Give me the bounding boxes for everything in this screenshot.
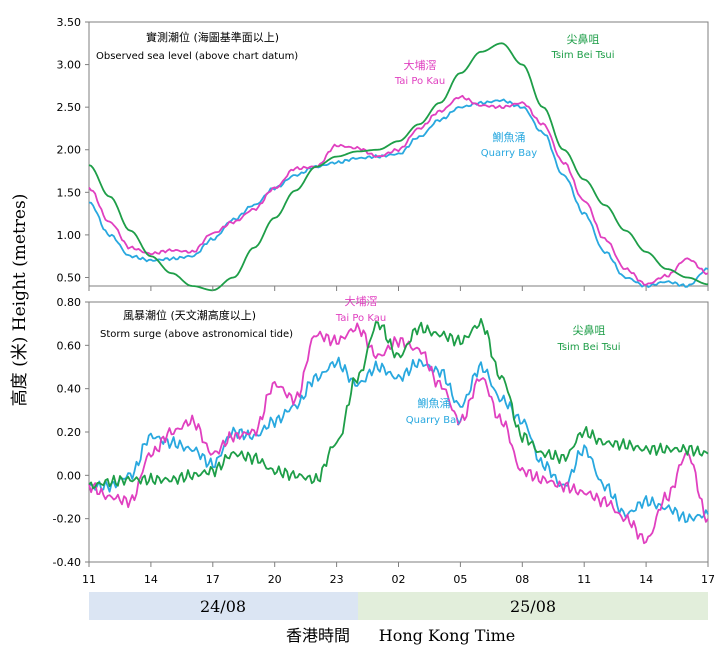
date-band-25-label: 25/08 [510, 597, 556, 616]
y-tick-label: 3.00 [57, 59, 82, 72]
series-line-tai_po_kau-panel0 [88, 94, 709, 286]
bottom-label-tpk-en: Tai Po Kau [335, 313, 386, 324]
bottom-subtitle: Storm surge (above astronomical tide) [100, 329, 293, 340]
date-band-24 [89, 592, 358, 620]
y-tick-label: 2.00 [57, 144, 82, 157]
y-tick-label: 1.50 [57, 186, 82, 199]
x-tick-label: 11 [82, 573, 96, 586]
top-label-tbt-zh: 尖鼻咀 [567, 32, 600, 46]
top-label-tbt-en: Tsim Bei Tsui [550, 50, 614, 61]
y-tick-label: 0.00 [57, 469, 82, 482]
x-tick-label: 23 [330, 573, 344, 586]
x-tick-label: 08 [515, 573, 529, 586]
y-tick-label: 0.40 [57, 383, 82, 396]
x-tick-label: 02 [392, 573, 406, 586]
x-tick-label: 05 [453, 573, 467, 586]
y-tick-label: -0.20 [53, 513, 81, 526]
y-tick-label: 1.00 [57, 229, 82, 242]
bottom-label-tbt-en: Tsim Bei Tsui [556, 342, 620, 353]
panel-frame-1 [88, 301, 709, 563]
y-tick-label: -0.40 [53, 556, 81, 569]
top-subtitle: Observed sea level (above chart datum) [96, 51, 298, 62]
x-tick-label: 11 [577, 573, 591, 586]
y-tick-label: 0.50 [57, 271, 82, 284]
series-line-tai_po_kau-panel1 [88, 322, 709, 545]
x-axis-label-en: Hong Kong Time [379, 626, 515, 645]
top-label-tpk-zh: 大埔滘 [404, 58, 437, 72]
top-title: 實測潮位 (海圖基準面以上) [146, 30, 279, 44]
tick-labels: 3.50 3.00 2.50 2.00 1.50 1.00 0.50 0.80 0.60 0.40… [53, 16, 715, 586]
x-tick-label: 17 [701, 573, 715, 586]
series-line-tsim_bei_tsui-panel0 [88, 42, 709, 292]
bottom-label-tpk-zh: 大埔滘 [345, 294, 378, 308]
bottom-label-tbt-zh: 尖鼻咀 [573, 323, 606, 337]
x-tick-label: 20 [268, 573, 282, 586]
date-band-24-label: 24/08 [200, 597, 246, 616]
bottom-label-qb-zh: 鰂魚涌 [418, 396, 451, 410]
bottom-title: 風暴潮位 (天文潮高度以上) [123, 308, 256, 322]
y-axis-label: 高度 (米) Height (metres) [10, 194, 30, 407]
y-tick-label: 3.50 [57, 16, 82, 29]
top-label-qb-zh: 鰂魚涌 [493, 130, 526, 144]
x-axis-label-zh: 香港時間 [286, 626, 350, 645]
series-lines [88, 42, 709, 545]
panel-frames [88, 21, 709, 563]
x-tick-label: 14 [639, 573, 653, 586]
y-tick-label: 0.60 [57, 339, 82, 352]
x-tick-label: 14 [144, 573, 158, 586]
y-tick-label: 0.80 [57, 296, 82, 309]
top-label-tpk-en: Tai Po Kau [394, 76, 445, 87]
x-tick-label: 17 [206, 573, 220, 586]
top-label-qb-en: Quarry Bay [481, 148, 537, 159]
series-line-quarry_bay-panel0 [88, 98, 709, 288]
y-tick-label: 0.20 [57, 426, 82, 439]
bottom-label-qb-en: Quarry Bay [406, 415, 462, 426]
date-band-25 [358, 592, 708, 620]
series-line-tsim_bei_tsui-panel1 [88, 318, 709, 490]
series-line-quarry_bay-panel1 [88, 356, 709, 524]
y-tick-label: 2.50 [57, 101, 82, 114]
